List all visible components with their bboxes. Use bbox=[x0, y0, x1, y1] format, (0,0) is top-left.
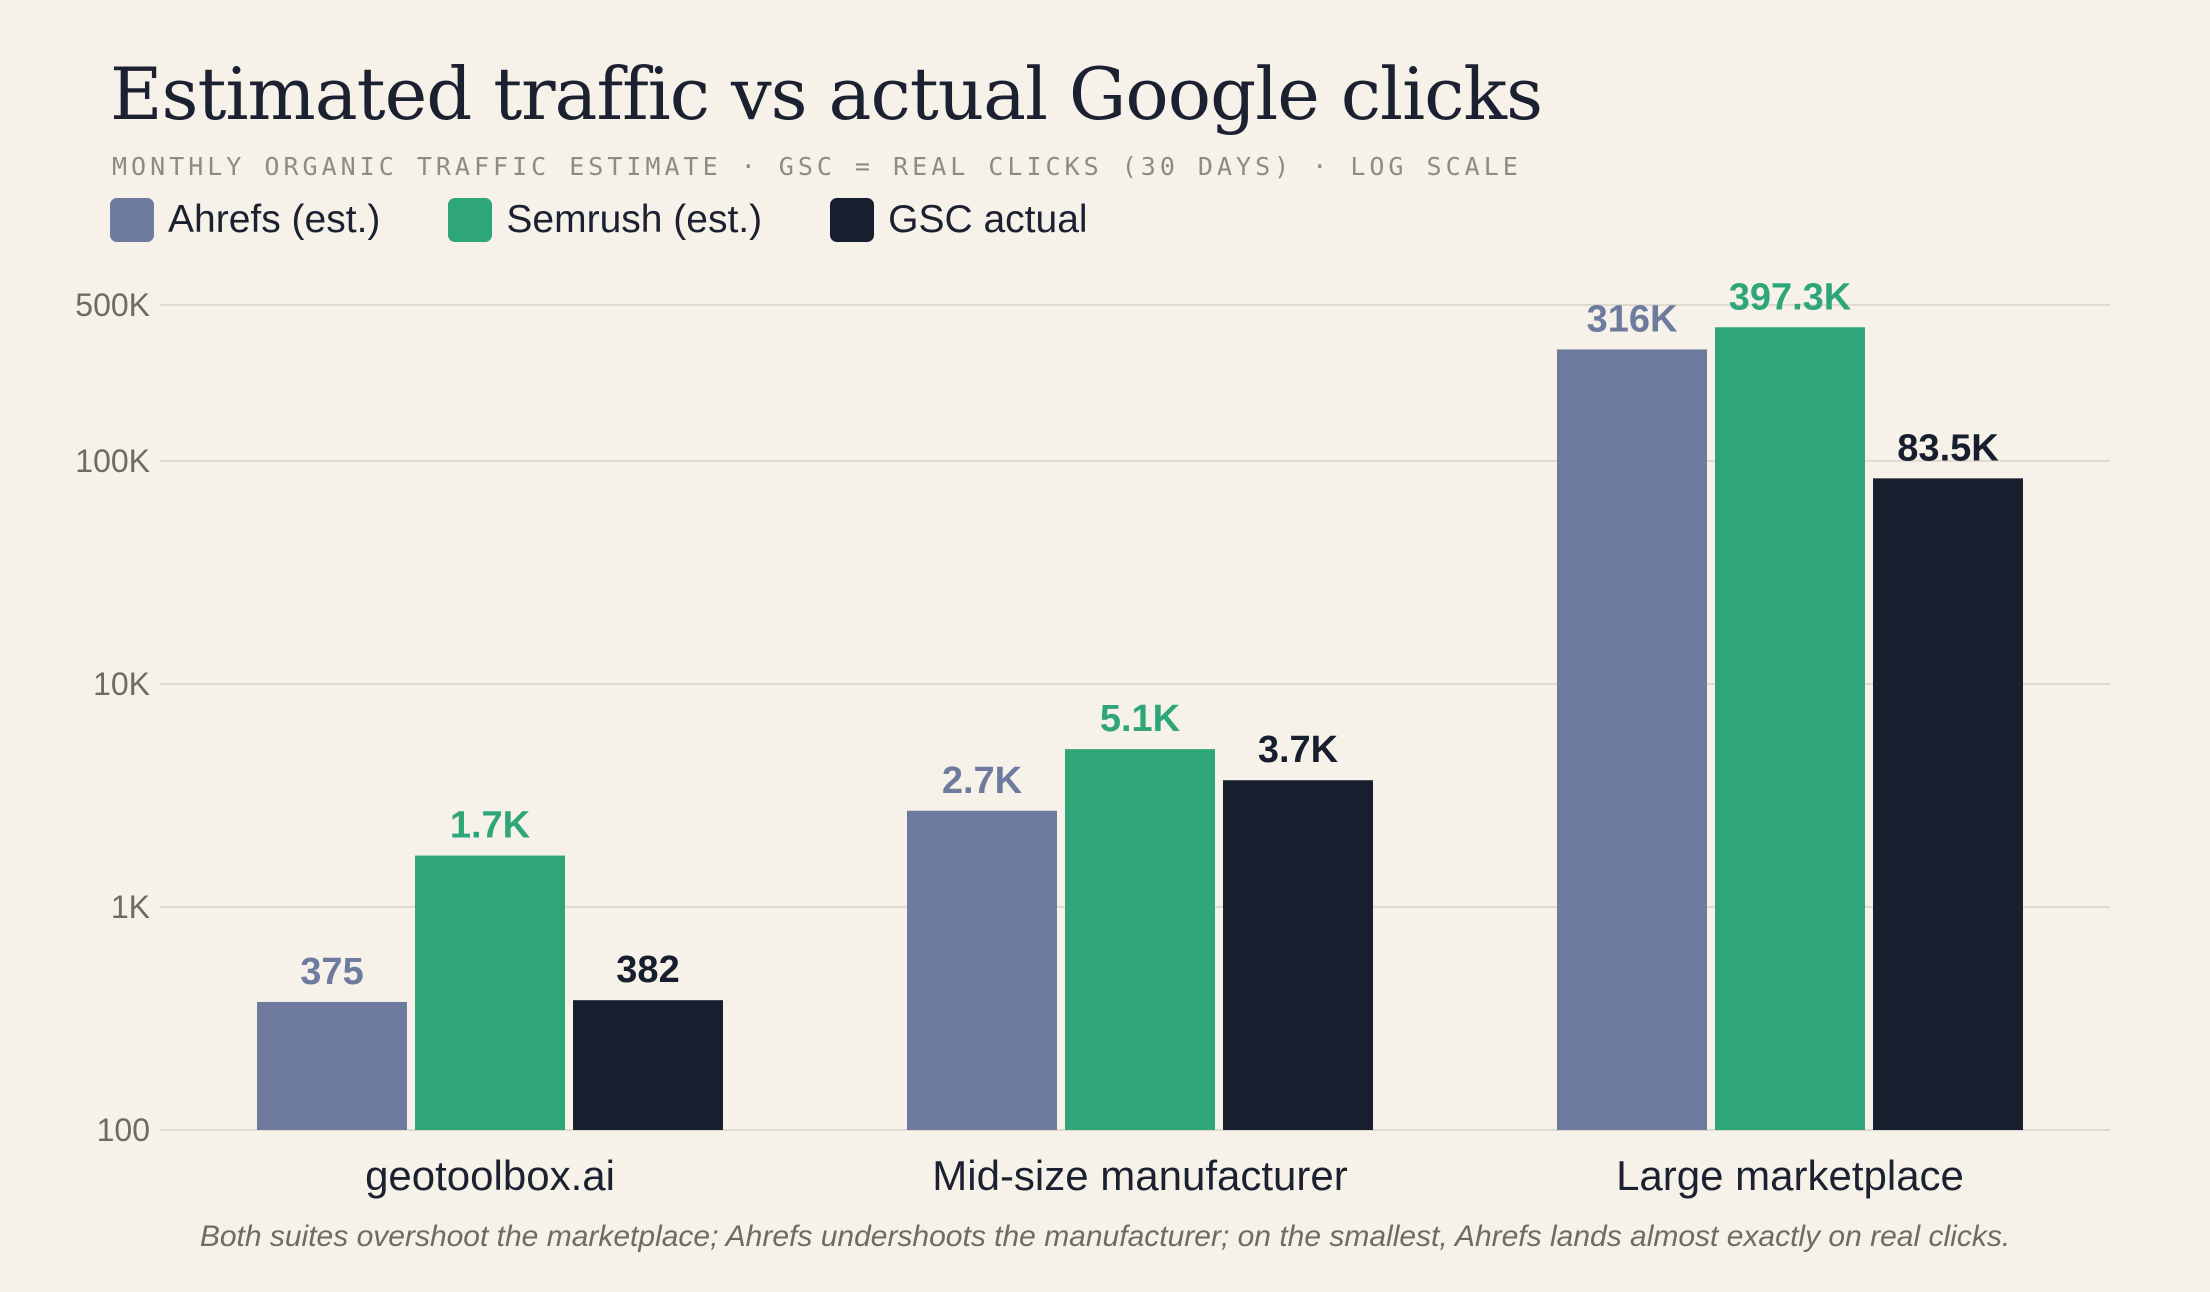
bar-value-label: 2.7K bbox=[942, 760, 1023, 802]
x-tick-label: Mid-size manufacturer bbox=[932, 1152, 1347, 1199]
chart-footnote: Both suites overshoot the marketplace; A… bbox=[199, 1220, 2011, 1253]
bar bbox=[257, 1001, 407, 1130]
bar-value-label: 316K bbox=[1587, 298, 1678, 340]
bar bbox=[1873, 478, 2023, 1131]
bar-value-label: 83.5K bbox=[1897, 427, 1999, 469]
bar bbox=[907, 810, 1057, 1130]
bar bbox=[1557, 349, 1707, 1130]
y-tick-label: 100 bbox=[97, 1112, 150, 1148]
bar bbox=[1065, 749, 1215, 1130]
bar bbox=[415, 855, 565, 1130]
chart-subtitle: MONTHLY ORGANIC TRAFFIC ESTIMATE · GSC =… bbox=[112, 152, 1522, 181]
x-tick-label: Large marketplace bbox=[1616, 1152, 1964, 1199]
y-tick-label: 10K bbox=[93, 666, 150, 702]
legend-item-semrush: Semrush (est.) bbox=[448, 198, 762, 242]
bar bbox=[573, 1000, 723, 1130]
legend-swatch-gsc bbox=[830, 198, 875, 242]
y-tick-label: 500K bbox=[75, 287, 150, 323]
legend-label-semrush: Semrush (est.) bbox=[506, 198, 763, 241]
legend-swatch-ahrefs bbox=[110, 198, 154, 242]
bar-value-label: 375 bbox=[300, 951, 363, 993]
bar-value-label: 3.7K bbox=[1258, 729, 1339, 771]
y-tick-label: 1K bbox=[111, 889, 150, 925]
legend-label-gsc: GSC actual bbox=[888, 198, 1088, 241]
legend: Ahrefs (est.) Semrush (est.) GSC actual bbox=[110, 198, 1156, 242]
legend-label-ahrefs: Ahrefs (est.) bbox=[168, 198, 381, 241]
bar-value-label: 397.3K bbox=[1729, 276, 1852, 318]
y-tick-label: 100K bbox=[75, 443, 150, 479]
legend-item-gsc: GSC actual bbox=[830, 198, 1088, 242]
bar-value-label: 382 bbox=[616, 949, 679, 991]
legend-item-ahrefs: Ahrefs (est.) bbox=[110, 198, 380, 242]
bar-value-label: 5.1K bbox=[1100, 698, 1181, 740]
legend-swatch-semrush bbox=[448, 198, 493, 242]
bar bbox=[1715, 327, 1865, 1130]
x-tick-label: geotoolbox.ai bbox=[365, 1152, 615, 1199]
bar-value-label: 1.7K bbox=[450, 805, 531, 847]
chart-title: Estimated traffic vs actual Google click… bbox=[110, 52, 1543, 136]
bar bbox=[1223, 780, 1373, 1130]
